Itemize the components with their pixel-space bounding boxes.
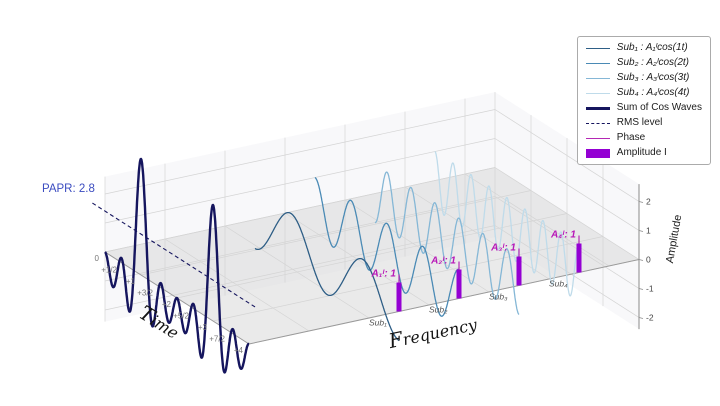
time-tick-label: +7/2 — [209, 335, 225, 344]
legend-entry-phase: Phase — [585, 132, 702, 143]
time-tick-label: +1 — [126, 277, 136, 286]
time-tick-label: +5/2 — [173, 312, 189, 321]
legend-swatch-rms — [585, 122, 610, 124]
amplitude-tick — [638, 230, 644, 232]
subcarrier-wave-3 — [374, 171, 520, 315]
legend-entry-rms: RMS level — [585, 117, 702, 128]
legend-label: Sub₃ : A₃ᴵcos(3t) — [616, 72, 690, 83]
legend-entry-sub3: Sub₃ : A₃ᴵcos(3t) — [585, 72, 702, 83]
amplitude-tick-label: -1 — [646, 284, 654, 294]
legend-swatch-sum — [585, 106, 610, 110]
amplitude-tick-label: 1 — [646, 226, 651, 236]
legend-swatch-sub1 — [585, 47, 610, 49]
subcarrier-floor-label: Sub₃ — [489, 292, 508, 302]
legend-swatch-sub2 — [585, 62, 610, 64]
time-tick-label: +4 — [234, 346, 244, 355]
amplitude-tick-label: 2 — [646, 197, 651, 207]
subcarrier-floor-label: Sub₁ — [369, 318, 387, 328]
time-tick-label: +3/2 — [137, 289, 153, 298]
amplitude-tick — [638, 259, 644, 261]
legend-entry-sub2: Sub₂ : A₂ᴵcos(2t) — [585, 57, 702, 68]
legend-label: Phase — [616, 132, 646, 143]
time-tick-label: +2 — [162, 300, 172, 309]
legend-swatch-sub3 — [585, 77, 610, 79]
subcarrier-wave-2 — [314, 176, 460, 317]
amplitude-bar-label: A₃ᴵ: 1 — [490, 243, 516, 254]
legend-label: RMS level — [616, 117, 663, 128]
subcarrier-wave-1 — [254, 211, 400, 342]
gridline — [104, 109, 496, 195]
legend: Sub₁ : A₁ᴵcos(1t) Sub₂ : A₂ᴵcos(2t) Sub₃… — [576, 36, 711, 165]
gridline — [104, 196, 496, 282]
subcarrier-wave-4 — [434, 151, 580, 297]
amplitude-tick — [638, 317, 644, 319]
legend-swatch-amplitude — [585, 148, 610, 158]
time-tick-label: 0 — [95, 254, 100, 263]
amplitude-tick-label: 0 — [646, 255, 651, 265]
legend-label: Sum of Cos Waves — [616, 102, 702, 113]
papr-annotation: PAPR: 2.8 — [42, 183, 95, 195]
legend-label: Sub₄ : A₄ᴵcos(4t) — [616, 87, 690, 98]
legend-swatch-phase — [585, 137, 610, 139]
sum-of-cos-wave — [104, 157, 250, 374]
time-tick-label: +3 — [198, 323, 208, 332]
legend-entry-sub1: Sub₁ : A₁ᴵcos(1t) — [585, 42, 702, 53]
rms-level-line — [92, 202, 257, 309]
gridline — [104, 225, 496, 311]
amplitude-tick — [638, 201, 644, 203]
legend-entry-sum: Sum of Cos Waves — [585, 102, 702, 113]
amplitude-tick-label: -2 — [646, 313, 654, 323]
gridline — [104, 138, 496, 224]
legend-label: Sub₁ : A₁ᴵcos(1t) — [616, 42, 688, 53]
legend-label: Sub₂ : A₂ᴵcos(2t) — [616, 57, 690, 68]
legend-swatch-sub4 — [585, 92, 610, 94]
subcarrier-floor-label: Sub₂ — [429, 305, 448, 315]
amplitude-tick — [638, 288, 644, 290]
legend-entry-sub4: Sub₄ : A₄ᴵcos(4t) — [585, 87, 702, 98]
subcarrier-floor-label: Sub₄ — [549, 279, 568, 289]
amplitude-bar-label: A₁ᴵ: 1 — [370, 269, 396, 280]
legend-label: Amplitude I — [616, 147, 667, 158]
gridline — [104, 167, 496, 253]
time-tick-label: +1/2 — [101, 266, 117, 275]
legend-entry-amplitude: Amplitude I — [585, 147, 702, 158]
amplitude-bar-label: A₂ᴵ: 1 — [430, 256, 456, 267]
amplitude-bar-label: A₄ᴵ: 1 — [550, 230, 576, 241]
